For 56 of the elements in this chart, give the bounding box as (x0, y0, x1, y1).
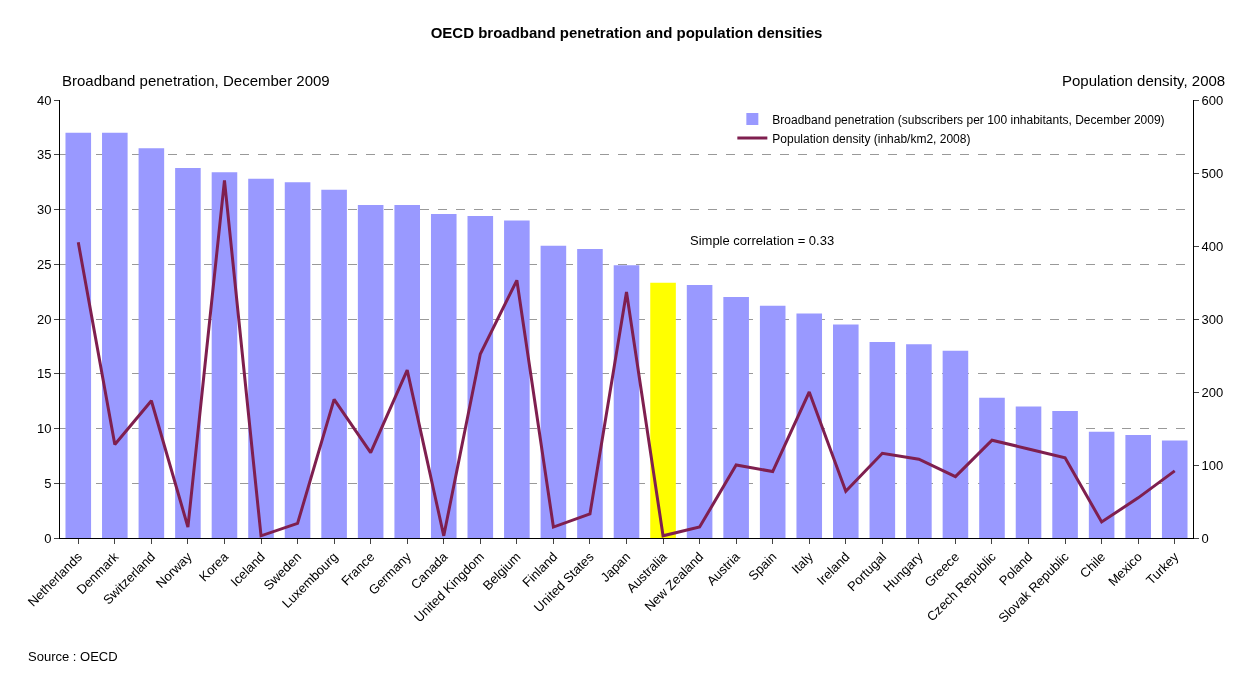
y2-tick-label: 600 (1201, 92, 1224, 108)
bar (906, 344, 932, 538)
bar (1125, 435, 1151, 538)
y-tick-label: 35 (36, 147, 52, 163)
y-tick-label: 10 (36, 421, 52, 437)
x-tick-label: Italy (788, 548, 817, 577)
legend-label: Broadband penetration (subscribers per 100 inhabitants, December 2009) (772, 112, 1165, 127)
chart-title: OECD broadband penetration and population densities (430, 24, 823, 42)
y-tick-label: 20 (36, 311, 52, 327)
bar (211, 172, 238, 538)
bar (357, 205, 384, 538)
bar (1052, 410, 1078, 538)
y-tick-label: 40 (36, 92, 52, 108)
y2-tick-label: 100 (1201, 457, 1224, 473)
bar (1015, 406, 1042, 538)
bar (686, 285, 713, 538)
y2-tick-label: 500 (1201, 165, 1224, 181)
bar (979, 397, 1005, 538)
bar (650, 282, 676, 538)
source-note: Source : OECD (28, 649, 118, 664)
line-series (76, 178, 1177, 538)
annotation: Simple correlation = 0.33 (690, 233, 835, 248)
y-tick-label: 0 (44, 530, 52, 546)
bar (321, 189, 347, 538)
y2-tick-label: 200 (1201, 384, 1224, 400)
bar (723, 297, 749, 538)
bar (613, 265, 640, 538)
bar (540, 245, 567, 538)
bar (1161, 440, 1188, 538)
bar (796, 313, 823, 538)
y-tick-label: 15 (36, 366, 52, 382)
bar (430, 213, 457, 538)
y-tick-label: 30 (36, 202, 52, 218)
y2-tick-label: 0 (1201, 530, 1209, 546)
bar (467, 216, 494, 538)
bar (65, 132, 92, 538)
bar (942, 350, 969, 538)
bar (138, 148, 165, 538)
bar (577, 248, 603, 538)
y-axis-title: Broadband penetration, December 2009 (62, 72, 330, 89)
bar (175, 167, 201, 538)
y-tick-label: 5 (44, 475, 52, 491)
bar (504, 220, 530, 538)
bar (833, 324, 859, 538)
bar (759, 305, 786, 538)
y-tick-label: 25 (36, 256, 52, 272)
bar (1088, 431, 1115, 538)
bar (284, 182, 311, 538)
bar (248, 178, 274, 538)
bar (102, 132, 128, 538)
y2-axis-title: Population density, 2008 (1062, 72, 1226, 89)
y2-tick-label: 300 (1201, 311, 1224, 327)
legend-label: Population density (inhab/km2, 2008) (772, 131, 971, 146)
bar (394, 205, 420, 538)
bar (869, 342, 896, 538)
y2-tick-label: 400 (1201, 238, 1224, 254)
